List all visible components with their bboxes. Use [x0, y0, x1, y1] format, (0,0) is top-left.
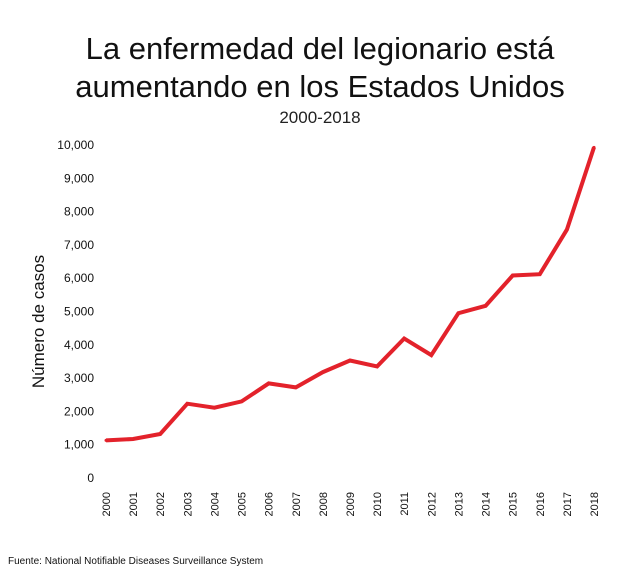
y-tick-label: 2,000 — [64, 404, 94, 418]
x-tick-label: 2016 — [535, 492, 547, 516]
y-tick-label: 10,000 — [57, 138, 94, 152]
data-point — [294, 385, 298, 389]
data-point — [240, 399, 244, 403]
data-point — [375, 364, 379, 368]
chart-title-line-2: aumentando en los Estados Unidos — [75, 69, 565, 104]
y-tick-label: 0 — [87, 471, 94, 485]
data-point — [592, 145, 596, 149]
data-point — [402, 336, 406, 340]
y-tick-label: 5,000 — [64, 305, 94, 319]
series-line — [105, 146, 596, 443]
data-point — [158, 432, 162, 436]
data-point — [321, 370, 325, 374]
y-tick-label: 3,000 — [64, 371, 94, 385]
data-point — [456, 311, 460, 315]
data-point — [267, 381, 271, 385]
data-point — [484, 304, 488, 308]
chart-subtitle: 2000-2018 — [279, 108, 361, 127]
x-tick-label: 2000 — [101, 492, 113, 516]
source-note: Fuente: National Notifiable Diseases Sur… — [8, 556, 264, 567]
x-tick-label: 2009 — [345, 492, 357, 516]
x-tick-label: 2012 — [426, 492, 438, 516]
y-tick-label: 8,000 — [64, 205, 94, 219]
data-point — [511, 274, 515, 278]
data-point — [131, 437, 135, 441]
data-point — [348, 358, 352, 362]
x-tick-label: 2011 — [399, 492, 411, 516]
x-tick-label: 2008 — [318, 492, 330, 516]
x-tick-label: 2014 — [481, 492, 493, 516]
data-point — [104, 438, 108, 442]
y-axis-label: Número de casos — [29, 255, 48, 388]
x-tick-label: 2006 — [264, 492, 276, 516]
x-tick-label: 2017 — [562, 492, 574, 516]
x-tick-label: 2002 — [155, 492, 167, 516]
x-tick-label: 2005 — [237, 492, 249, 516]
x-tick-label: 2001 — [128, 492, 140, 516]
y-tick-label: 1,000 — [64, 438, 94, 452]
x-tick-label: 2003 — [182, 492, 194, 516]
y-tick-label: 4,000 — [64, 338, 94, 352]
x-tick-label: 2013 — [453, 492, 465, 516]
y-tick-label: 6,000 — [64, 271, 94, 285]
y-tick-label: 7,000 — [64, 238, 94, 252]
data-point — [538, 272, 542, 276]
chart-title-line-1: La enfermedad del legionario está — [85, 31, 555, 66]
x-tick-label: 2010 — [372, 492, 384, 516]
x-tick-label: 2015 — [508, 492, 520, 516]
x-tick-label: 2004 — [209, 492, 221, 516]
data-point — [185, 402, 189, 406]
data-point — [212, 406, 216, 410]
x-tick-label: 2018 — [589, 492, 601, 516]
data-point — [565, 228, 569, 232]
chart-title: La enfermedad del legionario está aument… — [0, 30, 640, 106]
y-tick-label: 9,000 — [64, 171, 94, 185]
x-tick-label: 2007 — [291, 492, 303, 516]
data-point — [429, 353, 433, 357]
